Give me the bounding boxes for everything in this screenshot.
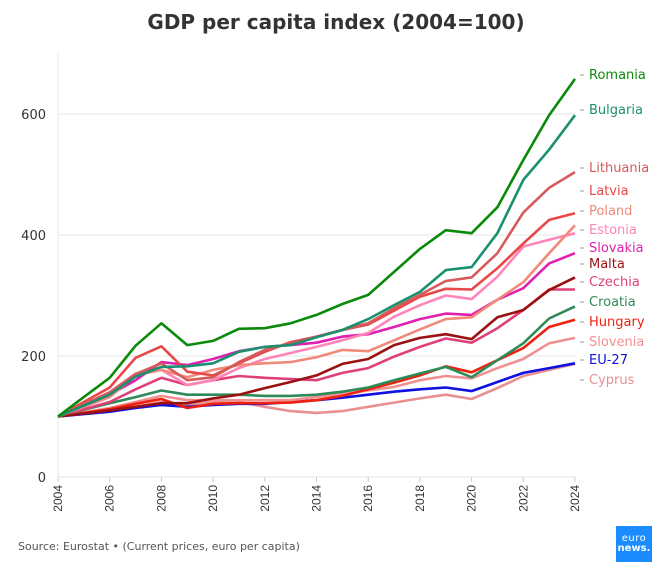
series-labels: Romania Bulgaria Lithuania Latvia Poland Esto…: [580, 68, 649, 388]
y-tick-label: 400: [21, 229, 46, 244]
series-label-poland: Poland: [589, 204, 632, 219]
series-label-lithuania: Lithuania: [589, 161, 649, 176]
y-axis: 0 200 400 600: [21, 108, 46, 486]
series-label-croatia: Croatia: [589, 295, 636, 310]
x-tick-label: 2018: [413, 485, 427, 512]
x-tick-label: 2016: [361, 485, 375, 512]
series-lines: [57, 78, 577, 418]
series-label-malta: Malta: [589, 257, 625, 272]
series-label-eu-27: EU-27: [589, 353, 628, 368]
x-tick-label: 2022: [516, 485, 530, 512]
x-tick-label: 2024: [568, 485, 582, 512]
series-label-slovenia: Slovenia: [589, 335, 644, 350]
series-line-croatia: [57, 305, 576, 418]
chart-title: GDP per capita index (2004=100): [147, 10, 525, 34]
x-axis: 2004 2006 2008 2010 2012 2014 2016 2018 2020 2022…: [51, 477, 582, 512]
series-line-malta: [57, 276, 576, 418]
series-label-estonia: Estonia: [589, 223, 637, 238]
series-label-latvia: Latvia: [589, 184, 629, 199]
x-tick-label: 2006: [103, 485, 117, 512]
x-tick-label: 2004: [51, 485, 65, 512]
logo-text-news: news.: [617, 543, 651, 554]
series-label-romania: Romania: [589, 68, 646, 83]
series-line-czechia: [57, 288, 575, 418]
series-line-hungary: [57, 318, 576, 418]
x-tick-label: 2008: [154, 485, 168, 512]
series-label-slovakia: Slovakia: [589, 241, 644, 256]
x-tick-label: 2010: [206, 485, 220, 512]
source-note: Source: Eurostat • (Current prices, euro…: [18, 540, 300, 553]
series-line-slovenia: [57, 336, 576, 418]
series-label-cyprus: Cyprus: [589, 373, 635, 388]
y-tick-label: 600: [21, 108, 46, 123]
euronews-logo[interactable]: euro news.: [616, 526, 652, 562]
x-tick-label: 2012: [258, 485, 272, 512]
series-label-bulgaria: Bulgaria: [589, 103, 643, 118]
y-tick-label: 0: [38, 471, 46, 486]
x-tick-label: 2020: [465, 485, 479, 512]
series-label-hungary: Hungary: [589, 315, 645, 330]
series-label-czechia: Czechia: [589, 275, 640, 290]
y-tick-label: 200: [21, 350, 46, 365]
logo-text-euro: euro: [621, 533, 647, 544]
series-line-romania: [57, 78, 577, 418]
x-tick-label: 2014: [310, 485, 324, 512]
series-line-bulgaria: [57, 114, 577, 418]
